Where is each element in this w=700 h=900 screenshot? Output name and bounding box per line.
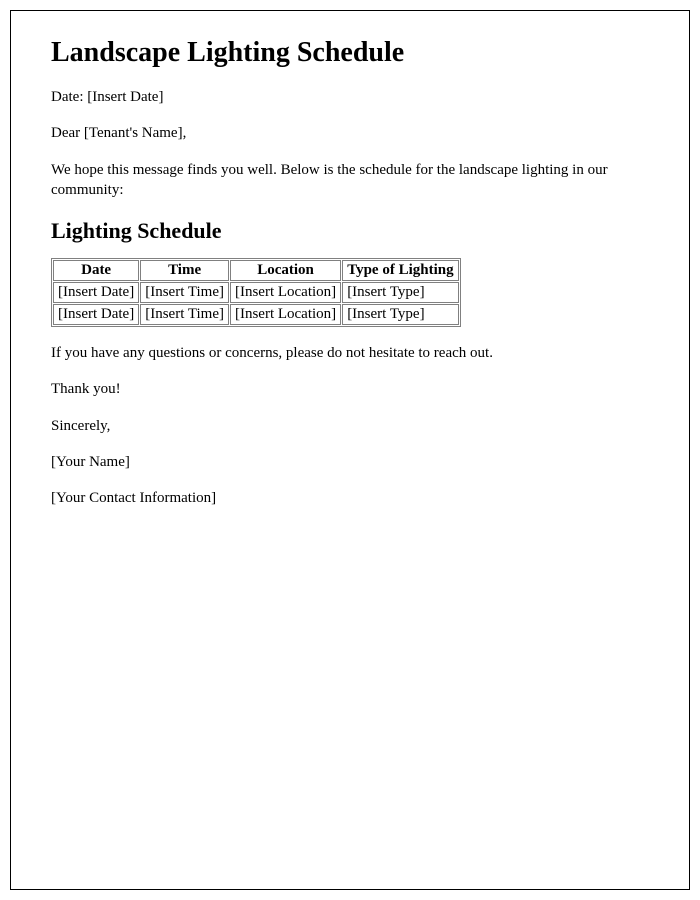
cell-date: [Insert Date] bbox=[53, 304, 139, 325]
table-header-row: Date Time Location Type of Lighting bbox=[53, 260, 459, 281]
thanks-line: Thank you! bbox=[51, 379, 649, 399]
date-line: Date: [Insert Date] bbox=[51, 87, 649, 107]
document-page: Landscape Lighting Schedule Date: [Inser… bbox=[10, 10, 690, 890]
sender-contact: [Your Contact Information] bbox=[51, 488, 649, 508]
sender-name: [Your Name] bbox=[51, 452, 649, 472]
table-row: [Insert Date] [Insert Time] [Insert Loca… bbox=[53, 282, 459, 303]
cell-type: [Insert Type] bbox=[342, 304, 458, 325]
schedule-table: Date Time Location Type of Lighting [Ins… bbox=[51, 258, 461, 327]
cell-date: [Insert Date] bbox=[53, 282, 139, 303]
cell-time: [Insert Time] bbox=[140, 304, 229, 325]
col-location: Location bbox=[230, 260, 341, 281]
section-heading: Lighting Schedule bbox=[51, 218, 649, 244]
col-time: Time bbox=[140, 260, 229, 281]
col-date: Date bbox=[53, 260, 139, 281]
cell-time: [Insert Time] bbox=[140, 282, 229, 303]
table-row: [Insert Date] [Insert Time] [Insert Loca… bbox=[53, 304, 459, 325]
cell-location: [Insert Location] bbox=[230, 282, 341, 303]
closing-note: If you have any questions or concerns, p… bbox=[51, 343, 649, 363]
intro-paragraph: We hope this message finds you well. Bel… bbox=[51, 160, 649, 201]
signoff-line: Sincerely, bbox=[51, 416, 649, 436]
cell-type: [Insert Type] bbox=[342, 282, 458, 303]
cell-location: [Insert Location] bbox=[230, 304, 341, 325]
col-type: Type of Lighting bbox=[342, 260, 458, 281]
page-title: Landscape Lighting Schedule bbox=[51, 37, 649, 69]
greeting-line: Dear [Tenant's Name], bbox=[51, 123, 649, 143]
